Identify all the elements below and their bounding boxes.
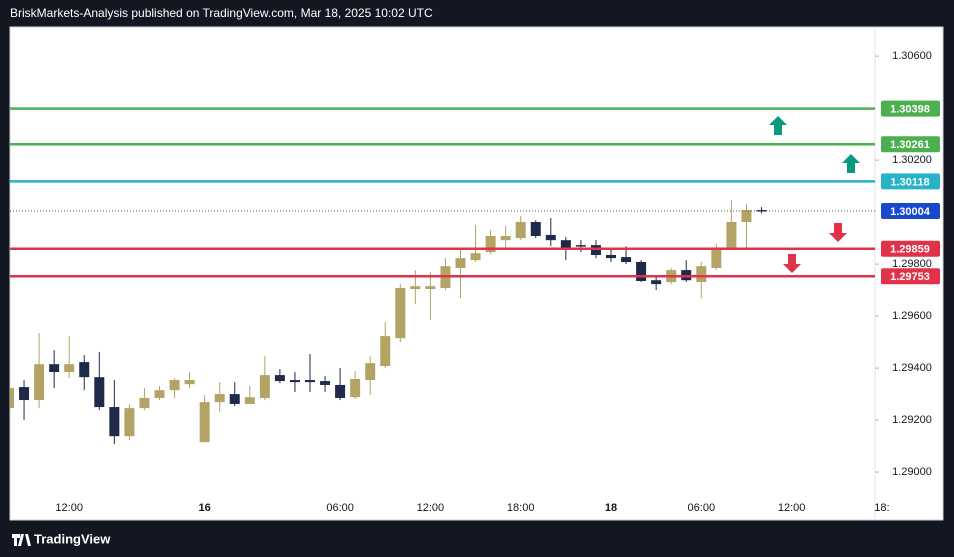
level-label: 1.30118 bbox=[890, 176, 929, 188]
candle-body bbox=[169, 380, 180, 391]
candle-body bbox=[274, 375, 285, 382]
candle-body bbox=[606, 254, 616, 259]
y-tick-label: 1.30200 bbox=[892, 154, 932, 166]
y-tick-label: 1.29600 bbox=[892, 310, 932, 322]
candle-body bbox=[19, 387, 30, 401]
candle-body bbox=[335, 384, 346, 398]
candle-body bbox=[365, 363, 376, 381]
level-badge bbox=[881, 136, 940, 153]
candle-body bbox=[741, 210, 752, 222]
candle-body bbox=[49, 364, 60, 372]
level-badge bbox=[881, 268, 940, 285]
level-label: 1.30004 bbox=[890, 206, 931, 218]
candle-body bbox=[380, 336, 391, 366]
candle-body bbox=[395, 288, 406, 339]
level-label: 1.30398 bbox=[890, 104, 930, 116]
level-label: 1.29859 bbox=[890, 244, 930, 256]
candle-body bbox=[109, 407, 120, 437]
candle-body bbox=[545, 234, 556, 241]
candle-body bbox=[229, 394, 240, 404]
level-label: 1.30261 bbox=[890, 139, 930, 151]
y-tick-label: 1.29000 bbox=[892, 466, 932, 478]
header: BriskMarkets-Analysis published on Tradi… bbox=[10, 6, 433, 20]
candle-body bbox=[560, 240, 571, 248]
candle-body bbox=[124, 408, 135, 437]
x-tick-label: 18: bbox=[874, 502, 889, 514]
x-tick-label: 16 bbox=[199, 502, 211, 514]
candle-body bbox=[305, 380, 315, 383]
up-arrow bbox=[769, 116, 787, 135]
level-badge bbox=[881, 100, 940, 117]
x-tick-label: 12:00 bbox=[417, 502, 445, 514]
annotations bbox=[769, 116, 860, 273]
candle-body bbox=[711, 247, 722, 268]
x-tick-label: 06:00 bbox=[688, 502, 716, 514]
candle-body bbox=[696, 266, 707, 283]
x-tick-label: 18:00 bbox=[507, 502, 535, 514]
candle-body bbox=[244, 397, 255, 404]
candle-body bbox=[64, 364, 75, 372]
candle-body bbox=[199, 402, 210, 443]
x-tick-label: 18 bbox=[605, 502, 617, 514]
footer: TradingView bbox=[34, 531, 111, 546]
level-badge bbox=[881, 173, 940, 190]
candle-body bbox=[154, 390, 165, 398]
candle-body bbox=[214, 394, 225, 403]
candle-body bbox=[485, 236, 496, 253]
x-tick-label: 12:00 bbox=[778, 502, 806, 514]
candle-body bbox=[184, 380, 195, 385]
candle-body bbox=[470, 253, 481, 261]
level-badge bbox=[881, 240, 940, 257]
down-arrow bbox=[829, 223, 847, 242]
candle-body bbox=[636, 262, 647, 281]
level-label: 1.29753 bbox=[890, 271, 930, 283]
candle-body bbox=[726, 221, 737, 248]
candle-body bbox=[425, 286, 436, 290]
candle-body bbox=[289, 380, 300, 383]
down-arrow bbox=[783, 254, 801, 273]
candle-body bbox=[350, 378, 361, 398]
up-arrow bbox=[842, 154, 860, 173]
y-tick-label: 1.29800 bbox=[892, 258, 932, 270]
candle-body bbox=[10, 388, 14, 409]
candle-body bbox=[500, 236, 511, 241]
candle-body bbox=[259, 375, 270, 398]
candle-body bbox=[756, 210, 767, 212]
chart-area bbox=[9, 26, 944, 521]
candle-body bbox=[410, 286, 421, 290]
candle-body bbox=[530, 221, 541, 237]
logo bbox=[12, 534, 31, 546]
candle-body bbox=[139, 397, 150, 409]
level-badge bbox=[881, 203, 940, 220]
candle-body bbox=[515, 221, 526, 239]
candle-body bbox=[320, 381, 331, 385]
x-tick-label: 06:00 bbox=[326, 502, 354, 514]
candle-body bbox=[455, 258, 466, 268]
candle-body bbox=[79, 362, 90, 378]
y-tick-label: 1.30600 bbox=[892, 50, 932, 62]
y-tick-label: 1.29400 bbox=[892, 362, 932, 374]
candle-body bbox=[575, 245, 586, 247]
candle-body bbox=[94, 377, 105, 408]
candle-body bbox=[34, 364, 45, 401]
candle-body bbox=[590, 245, 601, 255]
x-tick-label: 12:00 bbox=[55, 502, 83, 514]
candle-body bbox=[621, 257, 632, 263]
y-tick-label: 1.29200 bbox=[892, 414, 932, 426]
candle-body bbox=[651, 280, 662, 285]
